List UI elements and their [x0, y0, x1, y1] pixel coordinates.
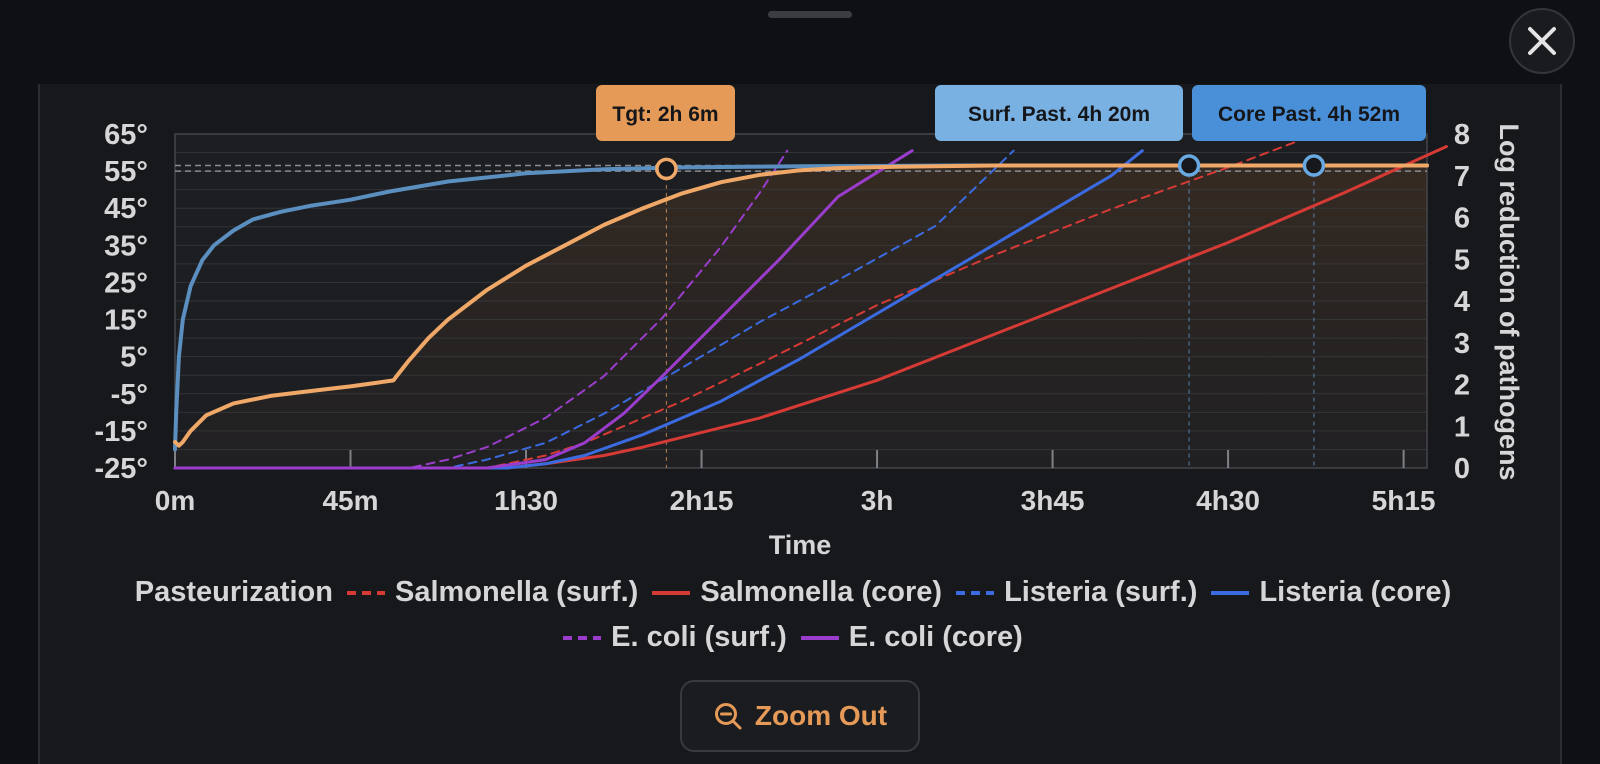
y-left-tick-label: 35° [104, 230, 148, 262]
marker-label-box [1192, 85, 1426, 141]
series-e-coli-core-line [173, 149, 914, 470]
legend-item[interactable]: E. coli (surf.) [563, 621, 787, 654]
y-right-tick-label: 8 [1454, 119, 1470, 151]
x-tick-label: 3h [861, 485, 894, 516]
series-listeria-surf-line [174, 149, 1015, 469]
zoom-out-icon [714, 703, 742, 730]
plot-frame [174, 133, 1428, 469]
y-right-tick-label: 7 [1454, 161, 1470, 193]
series-listeria-core-line [173, 149, 1144, 470]
marker-label: Tgt: 2h 6m [612, 103, 718, 126]
marker-ring [655, 157, 678, 181]
legend-label: E. coli (core) [848, 621, 1023, 653]
legend-label: Salmonella (surf.) [394, 576, 639, 608]
y-right-tick-label: 6 [1454, 203, 1470, 235]
legend-item[interactable]: E. coli (core) [800, 621, 1023, 654]
legend-swatch [563, 635, 602, 640]
close-icon [1528, 27, 1556, 55]
legend: Pasteurization Salmonella (surf.) Salmone… [0, 576, 1600, 654]
y-left-tick-label: 25° [104, 267, 148, 299]
marker-label-box [935, 85, 1183, 141]
y-right-tick-label: 0 [1454, 453, 1470, 485]
zoom-out-button[interactable]: Zoom Out [680, 680, 920, 752]
x-tick-label: 0m [155, 485, 195, 516]
close-button[interactable] [1509, 8, 1575, 74]
legend-item[interactable]: Listeria (surf.) [956, 576, 1197, 609]
legend-swatch [346, 590, 385, 595]
x-tick-label: 4h30 [1196, 485, 1260, 516]
x-axis-label: Time [769, 530, 832, 560]
temperature-area-fill [175, 165, 1427, 469]
legend-swatch [956, 590, 995, 595]
x-tick-label: 2h15 [670, 485, 734, 516]
zoom-out-label: Zoom Out [754, 700, 888, 731]
series-e-coli-surf-line [174, 149, 789, 469]
x-tick-label: 1h30 [494, 485, 558, 516]
y-right-tick-label: 2 [1454, 370, 1470, 402]
y-left-tick-label: 55° [104, 156, 148, 188]
marker-ring [1177, 154, 1201, 177]
y-left-tick-label: 5° [120, 342, 148, 374]
marker-label-box [596, 85, 735, 141]
legend-swatch [1211, 590, 1250, 595]
legend-title: Pasteurization [134, 576, 333, 608]
chart: 0m 45m 1h30 2h15 3h 3h45 4h30 5h15 -25° -15° -5° 5°… [94, 85, 1524, 560]
x-tick-label: 3h45 [1021, 485, 1085, 516]
legend-item[interactable]: Listeria (core) [1211, 576, 1451, 609]
drag-handle[interactable] [768, 11, 852, 18]
marker-ring [1302, 154, 1326, 177]
legend-swatch [800, 635, 839, 640]
legend-label: Salmonella (core) [700, 576, 943, 608]
y-left-tick-label: 45° [104, 193, 148, 225]
y-right-tick-label: 5 [1454, 244, 1470, 276]
y-right-tick-label: 4 [1454, 286, 1470, 318]
series-core-temperature-line [173, 163, 1429, 448]
y-left-tick-label: 15° [104, 305, 148, 337]
legend-item[interactable]: Salmonella (core) [652, 576, 942, 609]
y-left-tick-label: -5° [111, 379, 148, 411]
x-tick-label: 5h15 [1372, 485, 1436, 516]
marker-label: Core Past. 4h 52m [1218, 103, 1400, 126]
y-left-tick-label: -25° [94, 453, 148, 485]
legend-item[interactable]: Salmonella (surf.) [346, 576, 639, 609]
x-tick-label: 45m [322, 485, 378, 516]
y-right-tick-label: 3 [1454, 328, 1470, 360]
y-right-tick-label: 1 [1454, 411, 1470, 443]
legend-label: E. coli (surf.) [611, 621, 787, 653]
y-left-tick-label: -15° [94, 416, 148, 448]
marker-label: Surf. Past. 4h 20m [968, 103, 1150, 126]
series-surface-temperature-line [173, 163, 1429, 452]
legend-label: Listeria (core) [1259, 576, 1452, 608]
legend-swatch [652, 590, 691, 595]
legend-label: Listeria (surf.) [1004, 576, 1198, 608]
y-axis-right-label: Log reduction of pathogens [1494, 124, 1524, 481]
y-left-tick-label: 65° [104, 119, 148, 151]
